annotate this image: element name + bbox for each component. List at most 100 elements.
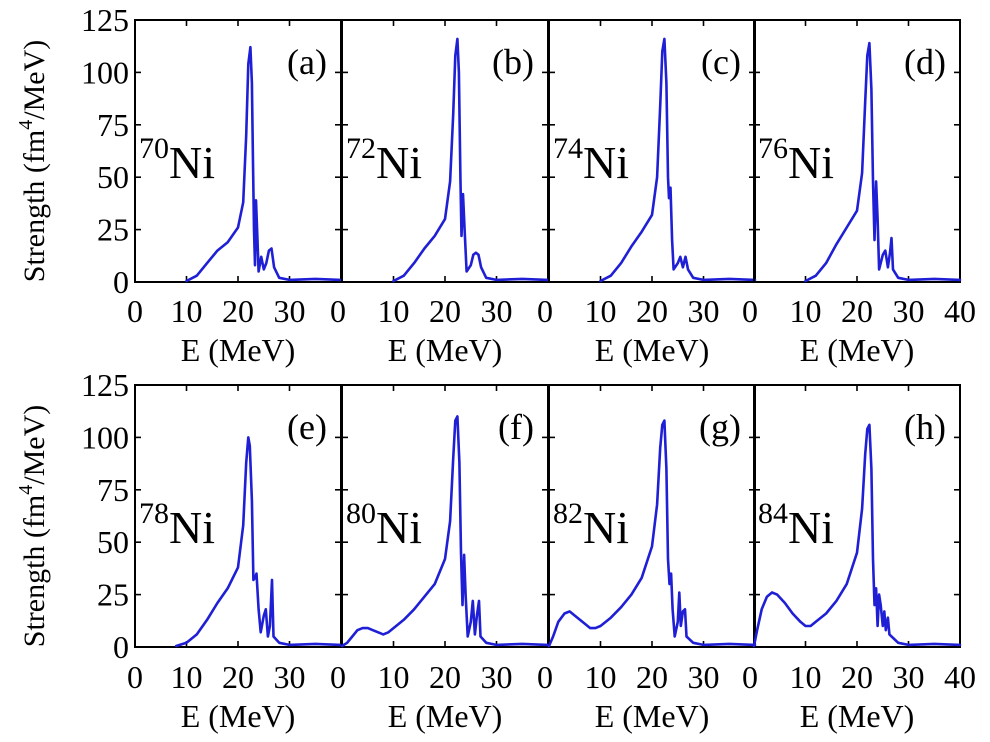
x-tick-label: 30 — [274, 659, 306, 695]
x-tick-label: 20 — [429, 659, 461, 695]
y-axis-title: Strength (fm4/MeV) — [15, 405, 51, 647]
x-tick-label: 30 — [688, 293, 720, 329]
mass-number: 84 — [758, 497, 788, 530]
element-symbol: Ni — [376, 137, 422, 188]
x-tick-label: 0 — [742, 659, 758, 695]
x-tick-label: 40 — [944, 659, 976, 695]
x-tick-label: 30 — [893, 293, 925, 329]
x-tick-label: 10 — [585, 293, 617, 329]
strength-curve — [752, 423, 962, 648]
y-axis-title-end: /MeV) — [18, 40, 51, 120]
x-tick-label: 20 — [222, 659, 254, 695]
y-tick-label: 0 — [113, 629, 129, 665]
x-tick-label: 30 — [274, 293, 306, 329]
nucleus-label: 80Ni — [346, 497, 422, 553]
x-tick-label: 0 — [127, 659, 143, 695]
strength-curve — [804, 41, 962, 283]
x-tick-label: 40 — [944, 293, 976, 329]
x-tick-label: 30 — [688, 659, 720, 695]
x-tick-label: 20 — [841, 659, 873, 695]
x-tick-label: 20 — [636, 659, 668, 695]
panel-e: 0 10 20 30E (MeV) (e) 78Ni — [127, 384, 343, 734]
panel-label: (e) — [287, 407, 327, 447]
x-tick-label: 0 — [537, 293, 553, 329]
panel-d: 0 10 20 30 40 E (MeV) (d) 76Ni — [742, 19, 976, 368]
x-tick-label: 30 — [893, 659, 925, 695]
y-tick-label: 25 — [97, 212, 129, 248]
nucleus-label: 82Ni — [553, 497, 629, 553]
panel-label: (a) — [287, 42, 327, 82]
element-symbol: Ni — [583, 137, 629, 188]
y-axis-title: Strength (fm4/MeV) — [15, 40, 51, 282]
panel-label: (c) — [701, 42, 741, 82]
nucleus-label: 78Ni — [139, 497, 215, 553]
nucleus-label: 72Ni — [346, 132, 422, 188]
y-axis-title-main: Strength (fm — [18, 495, 51, 647]
x-axis-title: E (MeV) — [181, 698, 296, 734]
element-symbol: Ni — [788, 137, 834, 188]
y-axis-title-sup: 4 — [15, 485, 37, 495]
panel-label: (g) — [699, 407, 741, 447]
nucleus-label: 74Ni — [553, 132, 629, 188]
strength-curve — [547, 419, 757, 648]
mass-number: 82 — [553, 497, 583, 530]
mass-number: 80 — [346, 497, 376, 530]
x-tick-label: 0 — [330, 659, 346, 695]
mass-number: 72 — [346, 132, 376, 165]
y-axis-title-main: Strength (fm — [18, 130, 51, 282]
panel-label: (h) — [904, 407, 946, 447]
y-tick-label: 125 — [81, 367, 129, 403]
panel-f: 0 10 20 30E (MeV) (f) 80Ni — [330, 384, 550, 734]
nucleus-label: 76Ni — [758, 132, 834, 188]
nucleus-label: 70Ni — [139, 132, 215, 188]
x-tick-label: 20 — [222, 293, 254, 329]
strength-curve — [599, 37, 757, 283]
element-symbol: Ni — [169, 137, 215, 188]
element-symbol: Ni — [169, 502, 215, 553]
y-tick-label: 25 — [97, 577, 129, 613]
y-tick-label: 50 — [97, 524, 129, 560]
panel-c: 0 10 20 30E (MeV) (c) 74Ni — [537, 19, 757, 368]
strength-curve — [392, 37, 550, 283]
y-tick-label: 75 — [97, 107, 129, 143]
mass-number: 70 — [139, 132, 169, 165]
strength-curve — [185, 45, 343, 283]
strength-curve — [340, 415, 550, 648]
x-axis-title: E (MeV) — [181, 332, 296, 368]
panel-a: 0 10 20 30E (MeV) (a) 70Ni — [127, 19, 343, 368]
panel-label: (b) — [492, 42, 534, 82]
panel-label: (d) — [904, 42, 946, 82]
x-axis-title: E (MeV) — [388, 698, 503, 734]
y-tick-label: 125 — [81, 2, 129, 38]
x-tick-label: 10 — [585, 659, 617, 695]
x-tick-label: 20 — [841, 293, 873, 329]
x-tick-label: 0 — [537, 659, 553, 695]
y-tick-label: 50 — [97, 159, 129, 195]
y-axis-title-sup: 4 — [15, 120, 37, 130]
x-tick-label: 10 — [790, 659, 822, 695]
x-tick-label: 30 — [481, 293, 513, 329]
mass-number: 76 — [758, 132, 788, 165]
x-axis-title: E (MeV) — [595, 698, 710, 734]
x-tick-label: 0 — [127, 293, 143, 329]
x-tick-label: 10 — [378, 659, 410, 695]
mass-number: 78 — [139, 497, 169, 530]
x-tick-label: 10 — [171, 293, 203, 329]
y-tick-label: 75 — [97, 472, 129, 508]
x-axis-title: E (MeV) — [388, 332, 503, 368]
x-tick-label: 30 — [481, 659, 513, 695]
y-tick-label: 0 — [113, 264, 129, 300]
x-tick-label: 0 — [742, 293, 758, 329]
y-tick-label: 100 — [81, 54, 129, 90]
element-symbol: Ni — [376, 502, 422, 553]
x-axis-title: E (MeV) — [595, 332, 710, 368]
strength-curve — [174, 436, 343, 648]
element-symbol: Ni — [583, 502, 629, 553]
x-tick-label: 20 — [636, 293, 668, 329]
x-tick-label: 20 — [429, 293, 461, 329]
x-axis-title: E (MeV) — [800, 332, 915, 368]
x-tick-label: 0 — [330, 293, 346, 329]
